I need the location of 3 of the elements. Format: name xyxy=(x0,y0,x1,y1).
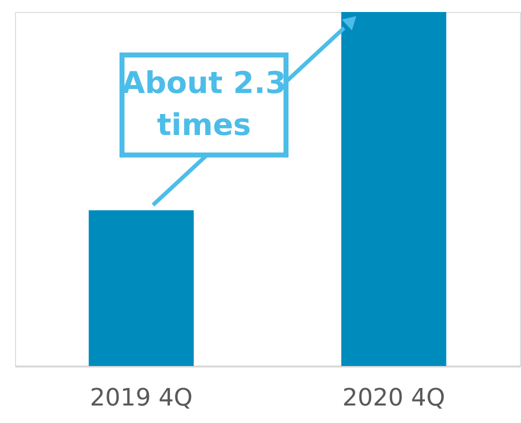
x-tick-label: 2019 4Q xyxy=(90,384,193,412)
x-tick-label: 2020 4Q xyxy=(342,384,446,412)
annotation: About 2.3 times xyxy=(122,66,286,143)
